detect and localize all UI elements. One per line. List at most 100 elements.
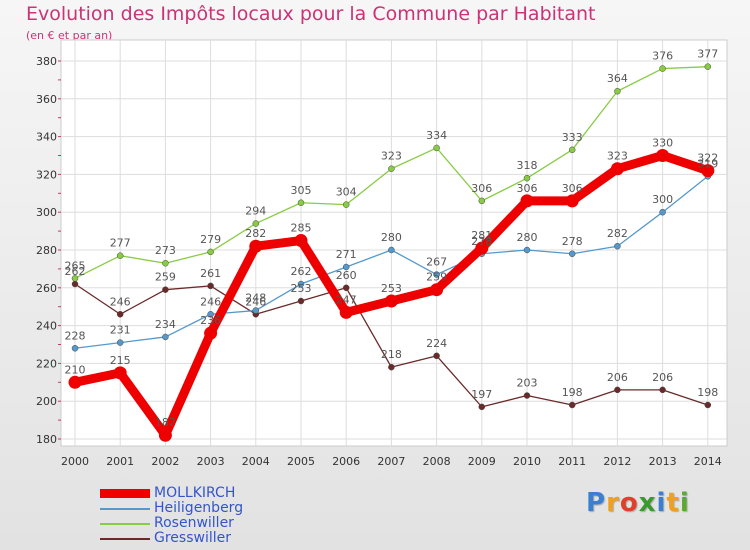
data-point bbox=[116, 339, 124, 346]
data-point bbox=[614, 242, 621, 250]
data-label: 259 bbox=[155, 271, 176, 284]
data-point bbox=[568, 250, 576, 258]
data-point bbox=[252, 220, 260, 227]
data-label: 364 bbox=[607, 72, 628, 85]
data-label: 306 bbox=[471, 182, 492, 195]
data-label: 280 bbox=[517, 231, 538, 244]
data-label: 261 bbox=[200, 267, 221, 280]
data-label: 197 bbox=[471, 388, 492, 401]
data-point bbox=[523, 392, 531, 399]
data-point bbox=[659, 386, 666, 394]
data-label: 203 bbox=[517, 377, 538, 390]
data-label: 231 bbox=[110, 324, 131, 337]
x-tick-label: 2006 bbox=[332, 455, 360, 468]
data-label: 334 bbox=[426, 129, 447, 142]
data-point bbox=[565, 194, 579, 208]
x-tick-label: 2004 bbox=[242, 455, 270, 468]
data-point bbox=[610, 162, 624, 176]
data-point bbox=[113, 366, 127, 380]
legend-label: Rosenwiller bbox=[154, 515, 234, 531]
data-point bbox=[162, 286, 169, 293]
data-label: 273 bbox=[155, 244, 176, 257]
data-label: 260 bbox=[336, 269, 357, 282]
logo-letter: x bbox=[638, 488, 657, 518]
legend-label: Gresswiller bbox=[154, 530, 231, 546]
data-label: 246 bbox=[245, 295, 266, 308]
data-label: 279 bbox=[200, 233, 221, 246]
data-point bbox=[207, 311, 214, 318]
x-tick-label: 2001 bbox=[106, 455, 134, 468]
data-label: 306 bbox=[517, 182, 538, 195]
data-label: 259 bbox=[426, 271, 447, 284]
data-point bbox=[249, 239, 263, 253]
data-point bbox=[252, 307, 260, 314]
x-tick-label: 2012 bbox=[603, 455, 631, 468]
data-point bbox=[342, 263, 350, 271]
x-tick-label: 2005 bbox=[287, 455, 315, 468]
data-label: 285 bbox=[291, 222, 312, 235]
data-point bbox=[294, 234, 308, 248]
data-label: 282 bbox=[245, 227, 266, 240]
data-label: 271 bbox=[336, 248, 357, 261]
data-point bbox=[297, 280, 305, 288]
data-point bbox=[388, 363, 395, 371]
y-tick-label: 280 bbox=[36, 244, 57, 257]
logo-letter: r bbox=[606, 488, 620, 518]
legend-swatch bbox=[100, 489, 150, 498]
x-tick-label: 2011 bbox=[558, 455, 586, 468]
data-label: 224 bbox=[426, 337, 447, 350]
data-label: 330 bbox=[652, 137, 673, 150]
data-point bbox=[342, 284, 350, 292]
legend-item-rosenwiller: Rosenwiller bbox=[100, 516, 243, 531]
data-label: 210 bbox=[65, 363, 86, 376]
logo-letter: t bbox=[666, 488, 680, 518]
legend-swatch bbox=[100, 522, 150, 525]
data-point bbox=[71, 275, 79, 282]
data-label: 278 bbox=[471, 235, 492, 248]
x-tick-label: 2014 bbox=[694, 455, 722, 468]
data-label: 206 bbox=[607, 371, 628, 384]
data-point bbox=[478, 197, 486, 205]
data-point bbox=[701, 164, 715, 178]
data-point bbox=[342, 201, 350, 208]
data-label: 198 bbox=[697, 386, 718, 399]
data-point bbox=[204, 326, 218, 340]
logo-letter: i bbox=[656, 488, 667, 518]
data-point bbox=[116, 252, 124, 259]
data-label: 234 bbox=[155, 318, 176, 331]
legend-item-mollkirch: MOLLKIRCH bbox=[100, 486, 243, 501]
data-label: 300 bbox=[652, 193, 673, 206]
data-label: 318 bbox=[517, 159, 538, 172]
data-label: 305 bbox=[291, 184, 312, 197]
y-tick-label: 180 bbox=[36, 433, 57, 446]
plot-area bbox=[60, 39, 728, 447]
data-point bbox=[116, 311, 124, 318]
data-label: 281 bbox=[471, 229, 492, 242]
data-point bbox=[704, 63, 712, 70]
data-label: 277 bbox=[110, 237, 131, 250]
data-label: 236 bbox=[200, 314, 221, 327]
data-label: 246 bbox=[110, 295, 131, 308]
data-point bbox=[71, 345, 79, 352]
data-point bbox=[68, 375, 82, 389]
data-point bbox=[339, 305, 353, 319]
data-label: 198 bbox=[562, 386, 583, 399]
data-label: 262 bbox=[65, 265, 86, 278]
y-tick-label: 300 bbox=[36, 206, 57, 219]
y-tick-label: 200 bbox=[36, 395, 57, 408]
data-point bbox=[207, 248, 214, 256]
data-label: 323 bbox=[381, 150, 402, 163]
data-label: 377 bbox=[697, 48, 718, 61]
x-tick-label: 2008 bbox=[423, 455, 451, 468]
data-label: 206 bbox=[652, 371, 673, 384]
data-point bbox=[297, 297, 305, 305]
data-label: 278 bbox=[562, 235, 583, 248]
data-point bbox=[158, 428, 172, 442]
y-tick-label: 340 bbox=[36, 131, 57, 144]
data-point bbox=[704, 401, 712, 409]
y-tick-label: 380 bbox=[36, 55, 57, 68]
legend-swatch bbox=[100, 507, 150, 510]
data-label: 253 bbox=[381, 282, 402, 295]
y-tick-label: 360 bbox=[36, 93, 57, 106]
